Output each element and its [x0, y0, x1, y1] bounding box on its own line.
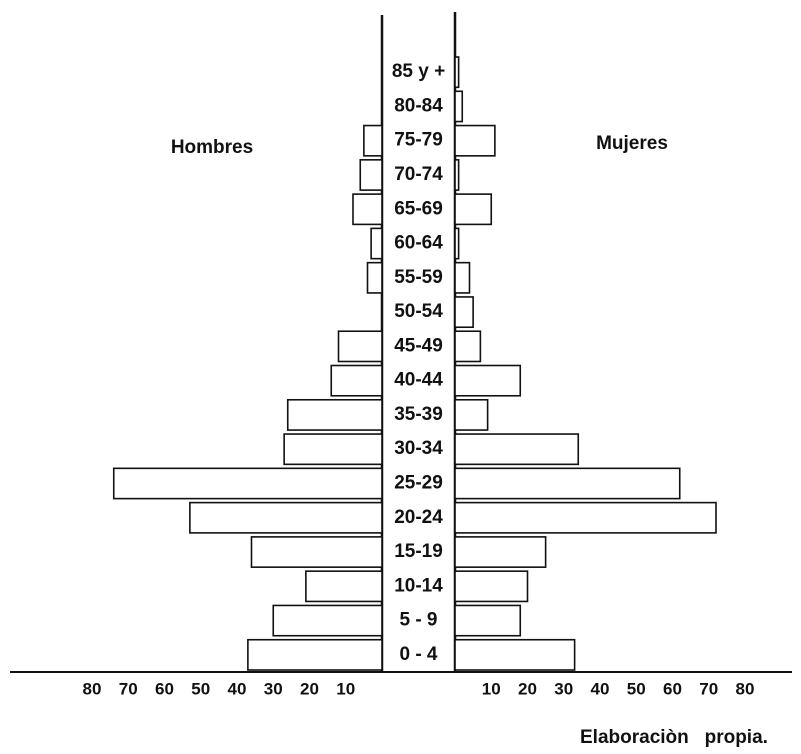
bar	[454, 90, 464, 123]
bar	[454, 604, 522, 637]
x-tick-label: 50	[627, 679, 646, 698]
bar	[337, 330, 383, 363]
x-tick-label: 50	[191, 679, 210, 698]
bar	[454, 570, 529, 603]
bar	[247, 638, 383, 671]
age-label: 15-19	[394, 541, 443, 562]
x-tick-label: 20	[518, 679, 537, 698]
bar	[359, 159, 383, 191]
legend-label: Hombres	[171, 137, 253, 158]
bar	[454, 296, 474, 329]
x-tick-label: 70	[119, 679, 138, 698]
age-label: 75-79	[394, 130, 443, 151]
annotation: Elaboraciòn propia.	[580, 727, 768, 748]
legend-label: Mujeres	[596, 133, 668, 154]
bar	[366, 261, 383, 294]
bar	[454, 467, 681, 500]
bar	[305, 570, 383, 603]
x-tick-label: 80	[83, 679, 102, 698]
x-tick-label: 70	[699, 679, 718, 698]
age-label: 65-69	[394, 198, 443, 219]
bar	[454, 330, 482, 363]
bar	[370, 227, 383, 260]
bar	[454, 398, 489, 431]
bar	[454, 536, 547, 568]
bar	[454, 227, 460, 260]
x-tick-label: 40	[591, 679, 610, 698]
x-tick-label: 10	[482, 679, 501, 698]
bar	[454, 364, 522, 397]
age-label: 35-39	[394, 404, 443, 425]
x-tick-label: 30	[264, 679, 283, 698]
bar	[283, 433, 383, 466]
age-label: 85 y +	[392, 61, 445, 82]
bar	[352, 193, 383, 226]
bar	[454, 433, 580, 466]
age-label: 10-14	[394, 575, 443, 596]
x-tick-label: 10	[336, 679, 355, 698]
age-label: 0 - 4	[399, 644, 437, 665]
age-label: 70-74	[394, 164, 443, 185]
x-tick-label: 20	[300, 679, 319, 698]
age-label: 80-84	[394, 95, 443, 116]
age-label: 60-64	[394, 233, 443, 254]
bar	[454, 261, 471, 294]
age-label: 55-59	[394, 267, 443, 288]
age-label: 20-24	[394, 507, 443, 528]
x-tick-label: 80	[736, 679, 755, 698]
x-tick-label: 60	[663, 679, 682, 698]
bar	[250, 536, 383, 568]
age-label: 50-54	[394, 301, 443, 322]
x-tick-label: 40	[228, 679, 247, 698]
x-tick-label: 60	[155, 679, 174, 698]
bar	[286, 398, 383, 431]
x-tick-label: 30	[554, 679, 573, 698]
age-label: 45-49	[394, 335, 443, 356]
bar	[363, 124, 383, 157]
bar	[330, 364, 383, 397]
age-label: 5 - 9	[399, 610, 437, 631]
age-label: 30-34	[394, 438, 443, 459]
bar	[454, 124, 496, 157]
age-label: 25-29	[394, 472, 443, 493]
bar	[272, 604, 383, 637]
age-label: 40-44	[394, 370, 443, 391]
bar	[454, 193, 493, 226]
bar	[454, 56, 460, 89]
bar	[454, 501, 717, 534]
bar	[112, 467, 383, 500]
bar	[189, 501, 383, 534]
bar	[454, 638, 576, 671]
bar	[454, 159, 460, 191]
